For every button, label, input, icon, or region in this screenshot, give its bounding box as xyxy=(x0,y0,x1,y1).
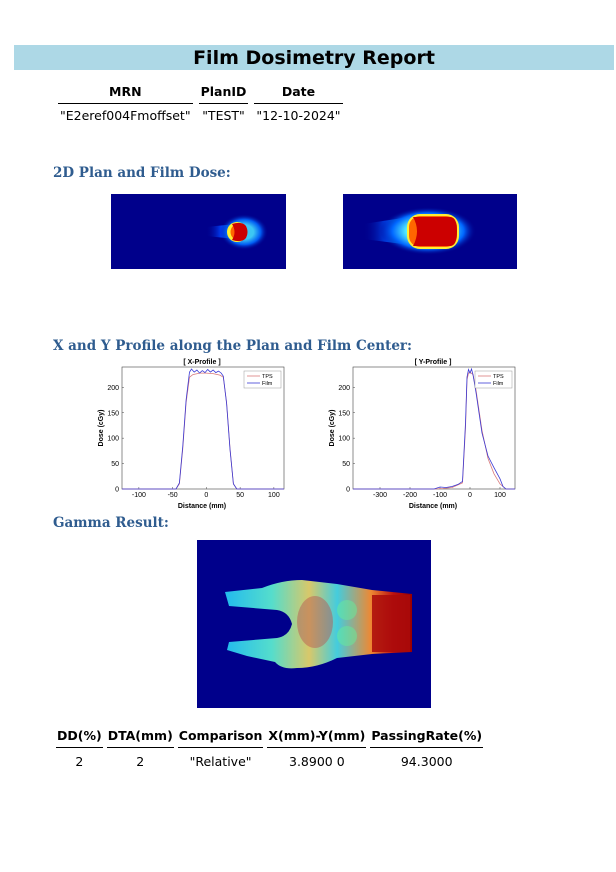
report-title: Film Dosimetry Report xyxy=(193,47,435,69)
comparison-value: "Relative" xyxy=(189,754,252,769)
x-profile-xlabel: Distance (mm) xyxy=(178,503,226,510)
x-tick-label: 100 xyxy=(268,492,280,499)
gamma-map-image xyxy=(197,540,431,708)
patient-info-table: MRN PlanID Date "E2eref004Fmoffset" "TES… xyxy=(52,84,349,123)
x-tick-label: 0 xyxy=(468,492,472,499)
y-profile-xlabel: Distance (mm) xyxy=(409,503,457,510)
planid-value: "TEST" xyxy=(202,108,245,123)
table-row: "E2eref004Fmoffset" "TEST" "12-10-2024" xyxy=(58,104,343,123)
report-title-bar: Film Dosimetry Report xyxy=(14,45,614,70)
dd-value: 2 xyxy=(75,754,84,769)
xy-value: 3.8900 0 xyxy=(289,754,345,769)
table-header-mrn: MRN xyxy=(58,84,193,104)
film-dose-image xyxy=(343,194,517,269)
table-header-passing: PassingRate(%) xyxy=(370,728,484,748)
mrn-value: "E2eref004Fmoffset" xyxy=(60,108,191,123)
y-tick-label: 50 xyxy=(342,461,350,468)
y-tick-label: 0 xyxy=(115,487,119,494)
x-tick-label: -300 xyxy=(373,492,387,499)
legend-label: Film xyxy=(493,381,504,387)
x-tick-label: -100 xyxy=(132,492,146,499)
x-tick-label: -50 xyxy=(168,492,178,499)
x-profile-ylabel: Dose (cGy) xyxy=(98,410,105,447)
table-header-dta: DTA(mm) xyxy=(106,728,174,748)
legend-box xyxy=(243,370,282,389)
y-tick-label: 200 xyxy=(107,385,119,392)
y-profile-chart: [ Y-Profile ] -300 -200 -100 0 100 0 50 100 150 2… xyxy=(329,359,516,510)
passing-rate-value: 94.3000 xyxy=(400,754,453,769)
table-row: 2 2 "Relative" 3.8900 0 94.3000 xyxy=(56,748,483,769)
y-tick-label: 100 xyxy=(338,436,350,443)
section-dose-heading: 2D Plan and Film Dose: xyxy=(53,165,231,181)
section-profile-heading: X and Y Profile along the Plan and Film … xyxy=(53,338,413,354)
y-profile-ylabel: Dose (cGy) xyxy=(329,410,336,447)
legend-label: TPS xyxy=(262,374,273,380)
legend-box xyxy=(474,370,513,389)
x-profile-axes: -100 -50 0 50 100 0 50 100 150 200 xyxy=(107,366,285,499)
series-line-film xyxy=(353,367,515,490)
series-line-tps xyxy=(353,371,515,490)
table-header-row: MRN PlanID Date xyxy=(58,84,343,104)
plot-frame xyxy=(121,366,285,490)
table-header-planid: PlanID xyxy=(198,84,249,104)
legend-label: Film xyxy=(262,381,273,387)
legend-label: TPS xyxy=(493,374,504,380)
x-profile-title: [ X-Profile ] xyxy=(183,359,220,366)
y-tick-label: 100 xyxy=(107,436,119,443)
y-profile-series xyxy=(353,367,515,490)
series-line-film xyxy=(122,368,284,490)
plan-dose-image xyxy=(111,194,286,269)
series-line-tps xyxy=(122,372,284,490)
dta-value: 2 xyxy=(136,754,145,769)
y-tick-label: 150 xyxy=(338,410,350,417)
x-tick-label: -200 xyxy=(403,492,417,499)
x-tick-label: -100 xyxy=(433,492,447,499)
y-profile-title: [ Y-Profile ] xyxy=(415,359,452,366)
x-tick-label: 100 xyxy=(494,492,506,499)
y-tick-label: 50 xyxy=(111,461,119,468)
y-tick-label: 150 xyxy=(107,410,119,417)
table-header-row: DD(%) DTA(mm) Comparison X(mm)-Y(mm) Pas… xyxy=(56,728,484,748)
gamma-results-table: DD(%) DTA(mm) Comparison X(mm)-Y(mm) Pas… xyxy=(52,728,487,769)
y-tick-label: 0 xyxy=(346,487,350,494)
x-profile-chart: [ X-Profile ] -100 -50 0 50 100050100150200 … xyxy=(98,359,285,510)
section-gamma-heading: Gamma Result: xyxy=(53,515,169,531)
table-header-date: Date xyxy=(254,84,343,104)
table-header-comparison: Comparison xyxy=(177,728,264,748)
table-header-dd: DD(%) xyxy=(56,728,103,748)
x-profile-series xyxy=(122,368,284,490)
y-tick-label: 200 xyxy=(338,385,350,392)
x-tick-label: 0 xyxy=(204,492,208,499)
date-value: "12-10-2024" xyxy=(256,108,341,123)
table-header-xy: X(mm)-Y(mm) xyxy=(267,728,367,748)
x-tick-label: 50 xyxy=(236,492,244,499)
